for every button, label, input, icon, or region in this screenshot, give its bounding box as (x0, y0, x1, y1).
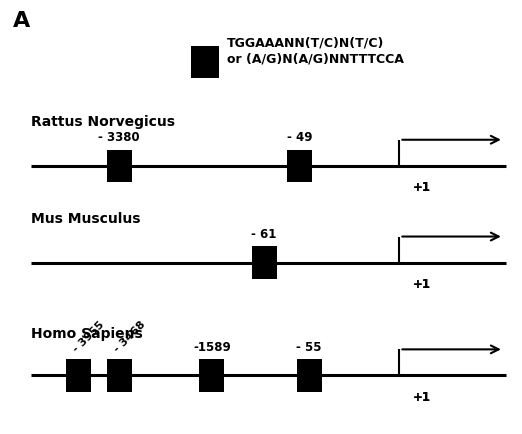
Text: +1: +1 (412, 278, 431, 291)
Bar (66, 359, 91, 391)
Text: A: A (13, 11, 30, 31)
Bar (106, 149, 132, 182)
Text: TGGAAANN(T/C)N(T/C): TGGAAANN(T/C)N(T/C) (227, 37, 384, 50)
Text: +1: +1 (412, 181, 431, 194)
Text: Homo Sapiens: Homo Sapiens (31, 327, 143, 341)
Text: Mus Musculus: Mus Musculus (31, 212, 141, 226)
Bar (252, 246, 277, 279)
Text: - 3468: - 3468 (112, 319, 147, 354)
Text: - 3380: - 3380 (98, 132, 140, 144)
Bar (199, 359, 224, 391)
Text: or (A/G)N(A/G)NNTTTCCA: or (A/G)N(A/G)NNTTTCCA (227, 53, 404, 66)
Text: - 49: - 49 (287, 132, 313, 144)
Bar (296, 359, 322, 391)
Text: - 3955: - 3955 (72, 319, 106, 354)
Bar (287, 149, 312, 182)
Bar (191, 46, 219, 78)
Text: +1: +1 (412, 391, 431, 404)
Text: +1: +1 (412, 278, 431, 291)
Text: +1: +1 (412, 181, 431, 194)
Text: - 61: - 61 (252, 228, 277, 241)
Bar (106, 359, 132, 391)
Text: - 55: - 55 (296, 341, 322, 354)
Text: +1: +1 (412, 391, 431, 404)
Text: Rattus Norvegicus: Rattus Norvegicus (31, 115, 175, 129)
Text: -1589: -1589 (193, 341, 231, 354)
